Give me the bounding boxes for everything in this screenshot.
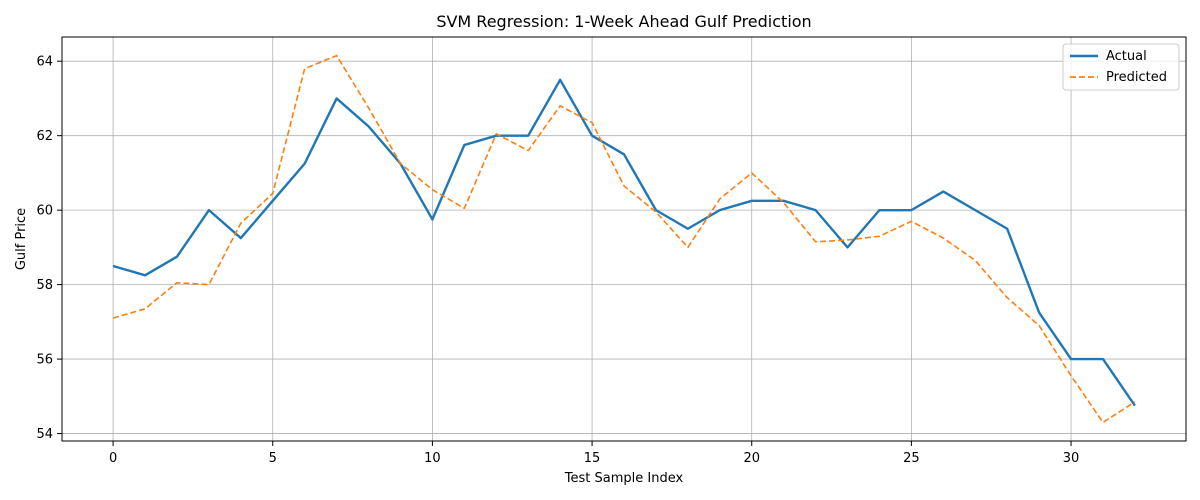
grid xyxy=(62,37,1186,441)
plot-frame xyxy=(61,36,1187,442)
series-points-actual xyxy=(113,80,1135,406)
x-axis-label: Test Sample Index xyxy=(564,471,684,486)
series-group xyxy=(112,54,1136,424)
series-line-predicted xyxy=(112,54,1136,424)
y-tick-label: 62 xyxy=(36,129,53,144)
legend-label-predicted: Predicted xyxy=(1106,70,1167,85)
x-tick-label: 10 xyxy=(424,451,441,466)
y-tick-label: 58 xyxy=(36,278,53,293)
y-tick-label: 54 xyxy=(36,427,53,442)
x-tick-label: 25 xyxy=(903,451,920,466)
x-tick-label: 30 xyxy=(1063,451,1080,466)
axis-ticks: 0 5 10 15 20 25 30 54 56 58 60 62 64 xyxy=(36,55,1079,466)
series-line-actual xyxy=(112,78,1136,407)
y-tick-label: 64 xyxy=(36,55,53,70)
legend-label-actual: Actual xyxy=(1106,49,1147,64)
legend: Actual Predicted xyxy=(1062,43,1180,91)
y-tick-label: 56 xyxy=(36,353,53,368)
chart-title: SVM Regression: 1-Week Ahead Gulf Predic… xyxy=(436,12,811,31)
x-tick-label: 5 xyxy=(269,451,277,466)
x-tick-label: 0 xyxy=(109,451,117,466)
x-tick-label: 20 xyxy=(743,451,760,466)
series-points-predicted xyxy=(113,56,1135,423)
y-axis-label: Gulf Price xyxy=(14,208,29,270)
x-tick-label: 15 xyxy=(584,451,601,466)
y-tick-label: 60 xyxy=(36,204,53,219)
